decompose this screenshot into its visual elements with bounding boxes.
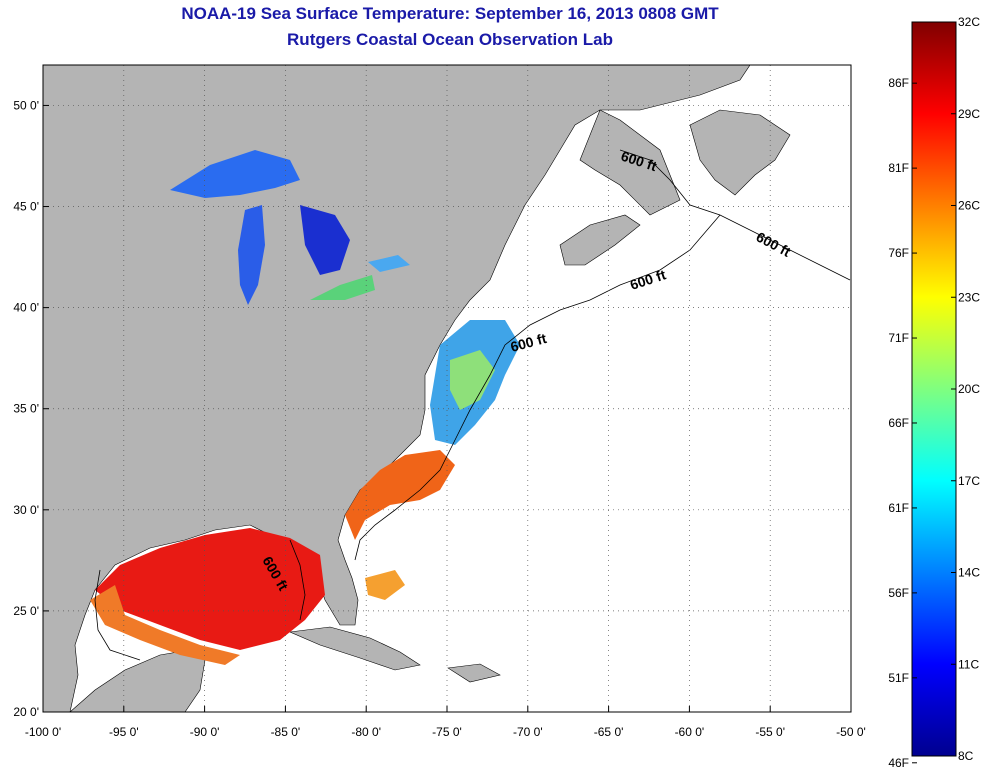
colorbar-label-celsius: 11C xyxy=(958,657,979,671)
colorbar-label-celsius: 20C xyxy=(958,382,980,396)
canada-east-land xyxy=(579,109,681,216)
colorbar-label-fahrenheit: 86F xyxy=(888,76,909,90)
colorbar-label-fahrenheit: 56F xyxy=(888,586,909,600)
lake-superior xyxy=(170,150,300,198)
north-america-land xyxy=(43,65,751,712)
colorbar-label-fahrenheit: 76F xyxy=(888,246,909,260)
colorbar-label-celsius: 23C xyxy=(958,290,980,304)
colorbar-label-fahrenheit: 81F xyxy=(888,161,909,175)
gulf-sst-edge xyxy=(90,585,240,665)
x-tick-label: -95 0' xyxy=(109,725,139,739)
colorbar-label-fahrenheit: 51F xyxy=(888,671,909,685)
x-tick-label: -75 0' xyxy=(432,725,462,739)
carolina-sst xyxy=(345,450,455,540)
x-tick-label: -85 0' xyxy=(271,725,301,739)
colorbar-label-fahrenheit: 46F xyxy=(888,756,909,770)
x-tick-label: -55 0' xyxy=(755,725,785,739)
y-tick-label: 45 0' xyxy=(13,200,39,214)
colorbar-label-fahrenheit: 66F xyxy=(888,416,909,430)
colorbar-label-celsius: 14C xyxy=(958,566,980,580)
y-tick-label: 30 0' xyxy=(13,503,39,517)
lake-erie xyxy=(310,275,375,300)
x-tick-label: -65 0' xyxy=(594,725,624,739)
isobath-600ft xyxy=(94,149,851,661)
newfoundland-land xyxy=(689,109,791,196)
gulf-sst xyxy=(95,528,325,650)
map-title: NOAA-19 Sea Surface Temperature: Septemb… xyxy=(181,4,719,23)
colorbar-label-celsius: 29C xyxy=(958,107,980,121)
mid-atlantic-sst-green xyxy=(450,350,495,410)
x-tick-label: -80 0' xyxy=(351,725,381,739)
y-tick-label: 35 0' xyxy=(13,402,39,416)
x-tick-label: -100 0' xyxy=(25,725,61,739)
lake-michigan xyxy=(238,205,265,305)
x-tick-label: -90 0' xyxy=(190,725,220,739)
y-axis: 20 0' 25 0' 30 0' 35 0' 40 0' 45 0' 50 0' xyxy=(13,98,49,719)
map-subtitle: Rutgers Coastal Ocean Observation Lab xyxy=(287,30,613,49)
colorbar-fahrenheit-ticks: 86F 81F 76F 71F 66F 61F 56F 51F 46F xyxy=(888,76,917,770)
x-tick-label: -60 0' xyxy=(675,725,705,739)
colorbar-label-celsius: 26C xyxy=(958,199,980,213)
y-tick-label: 20 0' xyxy=(13,705,39,719)
bahamas-sst xyxy=(365,570,405,600)
lake-ontario xyxy=(368,255,410,272)
y-tick-label: 40 0' xyxy=(13,301,39,315)
map-frame xyxy=(42,64,852,713)
x-axis: -100 0' -95 0' -90 0' -85 0' -80 0' -75 0' -70… xyxy=(25,706,866,739)
colorbar-gradient xyxy=(911,21,957,757)
y-tick-label: 25 0' xyxy=(13,604,39,618)
colorbar-label-fahrenheit: 61F xyxy=(888,501,909,515)
colorbar-label-fahrenheit: 71F xyxy=(888,331,909,345)
x-tick-label: -70 0' xyxy=(513,725,543,739)
cuba-land xyxy=(288,626,421,671)
hispaniola-land xyxy=(447,663,501,683)
colorbar-label-celsius: 8C xyxy=(958,749,974,763)
nova-scotia-land xyxy=(559,214,641,266)
lake-huron xyxy=(300,205,350,275)
colorbar-label-celsius: 32C xyxy=(958,15,980,29)
colorbar-label-celsius: 17C xyxy=(958,474,980,488)
y-tick-label: 50 0' xyxy=(13,98,39,112)
colorbar-celsius-ticks: 32C 29C 26C 23C 20C 17C 14C 11C 8C xyxy=(951,15,980,763)
x-tick-label: -50 0' xyxy=(836,725,866,739)
